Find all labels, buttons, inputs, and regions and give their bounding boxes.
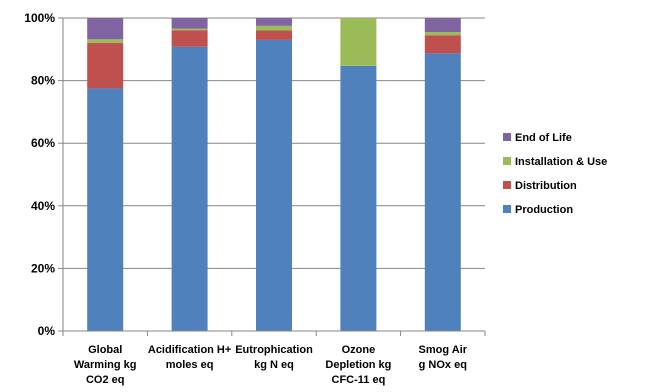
legend-label: Distribution: [515, 180, 577, 192]
x-category-label: Smog Air: [419, 344, 468, 356]
bar-segment-distribution: [424, 35, 461, 54]
y-tick-label: 20%: [31, 261, 55, 275]
x-category-label: Ozone: [342, 344, 376, 356]
bar-segment-production: [424, 53, 461, 332]
bar-segment-production: [87, 88, 124, 331]
legend: End of Life Installation & Use Distributio…: [503, 132, 607, 216]
bar-segment-end-of-life: [256, 18, 292, 26]
legend-swatch: [503, 205, 511, 213]
bar-segment-installation-use: [256, 25, 292, 31]
bar-segment-production: [256, 39, 292, 331]
bar-segment-installation-use: [424, 32, 461, 36]
axes: [58, 17, 486, 336]
x-category-label: moles eq: [166, 359, 214, 371]
legend-label: End of Life: [515, 132, 572, 144]
legend-label: Installation & Use: [515, 156, 607, 168]
bar-segment-distribution: [256, 30, 292, 40]
y-tick-label: 100%: [24, 11, 55, 25]
bar-segment-installation-use: [340, 18, 377, 66]
x-category-label: Depletion kg: [325, 359, 391, 371]
x-category-label: Acidification H+: [148, 344, 231, 356]
legend-swatch: [503, 157, 511, 165]
bar-segment-distribution: [87, 43, 124, 89]
bar-segment-production: [171, 46, 208, 332]
x-category-label: CFC-11 eq: [332, 374, 386, 386]
x-category-labels: Global Warming kg CO2 eq Acidification H+ mo…: [74, 344, 468, 386]
y-tick-label: 80%: [31, 74, 55, 88]
bars: [87, 18, 461, 332]
bar-segment-end-of-life: [171, 18, 208, 29]
legend-swatch: [503, 181, 511, 189]
x-category-label: g NOx eq: [419, 359, 467, 371]
y-tick-labels: 0% 20% 40% 60% 80% 100%: [24, 11, 55, 338]
bar-segment-distribution: [171, 30, 208, 47]
bar-segment-end-of-life: [87, 18, 124, 40]
x-category-label: CO2 eq: [86, 374, 125, 386]
bar-segment-installation-use: [87, 39, 124, 44]
x-category-label: kg N eq: [254, 359, 294, 371]
legend-label: Production: [515, 204, 573, 216]
legend-swatch: [503, 133, 511, 141]
bar-segment-production: [340, 65, 377, 331]
x-category-label: Warming kg: [74, 359, 137, 371]
y-tick-label: 40%: [31, 199, 55, 213]
x-category-label: Eutrophication: [235, 344, 313, 356]
x-category-label: Global: [88, 344, 122, 356]
y-tick-label: 60%: [31, 136, 55, 150]
y-tick-label: 0%: [38, 324, 56, 338]
bar-segment-installation-use: [171, 28, 208, 31]
bar-segment-end-of-life: [424, 18, 461, 33]
